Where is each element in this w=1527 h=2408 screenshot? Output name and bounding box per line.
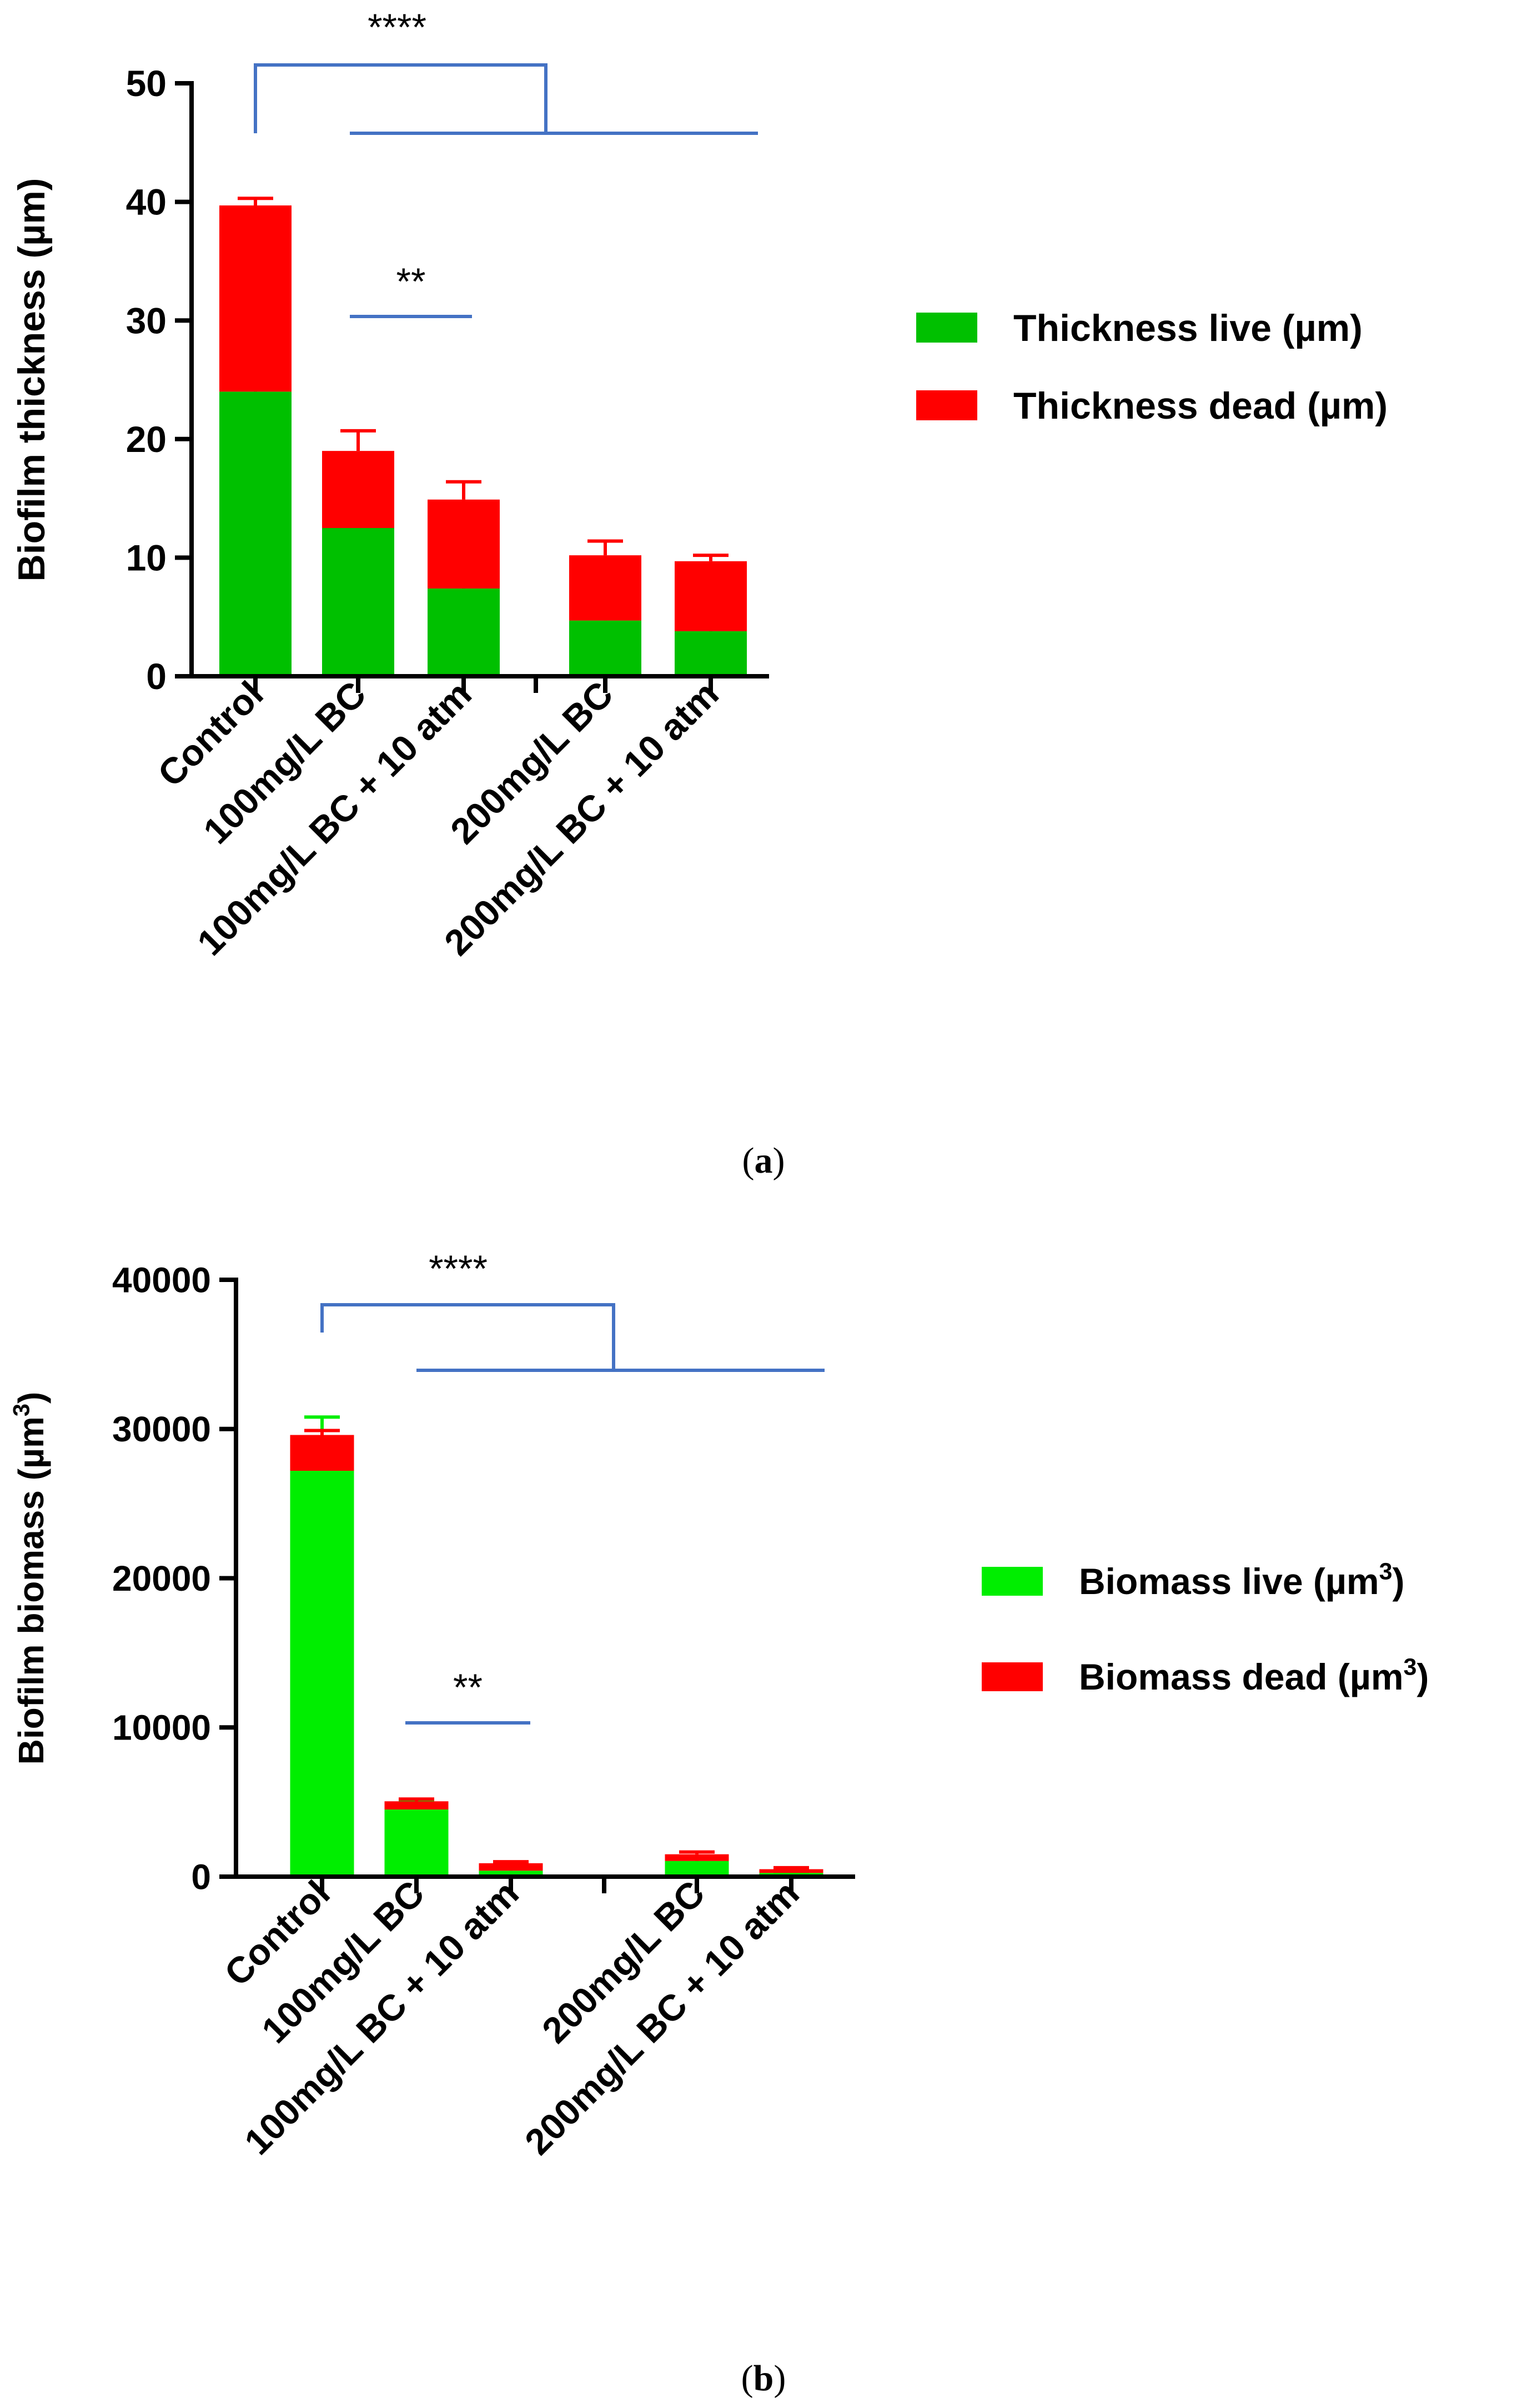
legend: Thickness live (µm) Thickness dead (µm) [916, 307, 1388, 427]
bracket-control-arm [320, 1303, 615, 1370]
legend-item-dead: Biomass dead (µm3) [982, 1654, 1429, 1697]
legend-item-live: Biomass live (µm3) [982, 1559, 1404, 1602]
bar-dead-1 [219, 205, 292, 392]
significance-bracket-main: **** [254, 6, 758, 135]
y-tick-label: 20 [126, 419, 167, 460]
panel-label-letter: b [754, 2358, 774, 2399]
bar-live-1 [290, 1471, 354, 1877]
error-bar-dead-2 [399, 1797, 434, 1802]
bar-live-2 [384, 1809, 449, 1877]
y-tick-label: 0 [191, 1857, 211, 1897]
legend-label-close: ) [1392, 1561, 1404, 1602]
legend: Biomass live (µm3)Biomass dead (µm3) [982, 1559, 1429, 1697]
panel-label-open: ( [742, 1140, 755, 1181]
legend-label: Biomass dead (µm3) [1079, 1654, 1429, 1697]
panel-label: (a) [742, 1140, 785, 1181]
y-tick-label: 30000 [112, 1409, 211, 1449]
y-axis-label: Biofilm biomass (µm3) [8, 1392, 51, 1765]
bar-live-5 [675, 631, 747, 676]
bracket-control-arm [254, 63, 547, 133]
significance-label-secondary: ** [453, 1666, 483, 1708]
legend-item-live: Thickness live (µm) [916, 307, 1363, 349]
y-tick-label: 20000 [112, 1559, 211, 1598]
panel-label-open: ( [741, 2358, 754, 2399]
bar-live-4 [569, 620, 641, 676]
panel-label: (b) [741, 2358, 786, 2399]
y-tick-label: 0 [146, 656, 167, 697]
significance-label-main: **** [429, 1248, 488, 1290]
significance-bracket-secondary: ** [405, 1666, 530, 1725]
bar-live-4 [665, 1861, 729, 1877]
legend-swatch [982, 1662, 1043, 1691]
bar-dead-2 [322, 451, 394, 528]
y-tick-label: 10000 [112, 1708, 211, 1748]
legend-label-text: Biomass live (µm [1079, 1561, 1379, 1602]
bar-dead-4 [665, 1854, 729, 1861]
error-bar-dead-1 [238, 197, 273, 206]
bar-dead-2 [384, 1801, 449, 1810]
legend-swatch [916, 313, 977, 343]
legend-item-dead: Thickness dead (µm) [916, 385, 1388, 427]
error-bar-dead-3 [446, 480, 481, 500]
error-bar-dead-2 [340, 429, 376, 451]
x-tick-label: 200mg/L BC [534, 1873, 712, 2051]
legend-label-close: ) [1417, 1656, 1429, 1697]
panel-label-close: ) [773, 2358, 786, 2399]
panel-label-letter: a [755, 1140, 773, 1181]
error-bar-dead-4 [587, 539, 623, 556]
bar-live-3 [479, 1871, 543, 1877]
y-tick-label: 40 [126, 182, 167, 223]
significance-bracket-secondary: ** [350, 260, 472, 318]
error-bar-dead-5 [773, 1866, 809, 1869]
x-tick-label: 100mg/L BC [254, 1873, 432, 2051]
error-bar-dead-3 [493, 1860, 529, 1864]
bar-dead-1 [290, 1435, 354, 1471]
bar-dead-3 [428, 499, 500, 589]
bar-dead-3 [479, 1863, 543, 1871]
bar-dead-4 [569, 555, 641, 621]
legend-label-text: Biomass dead (µm [1079, 1656, 1404, 1697]
y-tick-label: 10 [126, 537, 167, 579]
y-axis-label-close: ) [11, 1392, 51, 1404]
y-axis-label: Biofilm thickness (µm) [11, 178, 53, 582]
bar-live-1 [219, 391, 292, 676]
y-axis-label-text: Biofilm biomass (µm [11, 1416, 51, 1764]
bar-dead-5 [675, 561, 747, 631]
legend-swatch [982, 1567, 1043, 1596]
legend-label-text: Thickness dead (µm) [1013, 385, 1388, 427]
legend-swatch [916, 390, 977, 420]
y-axis-label-sup: 3 [8, 1404, 34, 1416]
panel-label-close: ) [773, 1140, 785, 1181]
legend-label: Thickness dead (µm) [1013, 385, 1388, 427]
bar-live-3 [428, 588, 500, 676]
bar-live-2 [322, 528, 394, 676]
error-bar-dead-5 [693, 554, 729, 561]
significance-bracket-main: **** [320, 1248, 825, 1372]
y-tick-label: 30 [126, 300, 167, 341]
legend-label-sup: 3 [1404, 1654, 1417, 1681]
significance-label-main: **** [368, 6, 426, 48]
legend-label: Thickness live (µm) [1013, 307, 1363, 349]
legend-label: Biomass live (µm3) [1079, 1559, 1404, 1602]
bar-dead-5 [759, 1869, 823, 1873]
y-tick-label: 50 [126, 63, 167, 104]
y-tick-label: 40000 [112, 1260, 211, 1300]
error-bar-dead-4 [679, 1850, 715, 1854]
y-axis-label-text: Biofilm thickness (µm) [11, 178, 53, 582]
legend-label-text: Thickness live (µm) [1013, 307, 1363, 349]
error-bar-dead-1 [304, 1429, 340, 1435]
legend-label-sup: 3 [1379, 1559, 1393, 1585]
significance-label-secondary: ** [396, 260, 426, 303]
